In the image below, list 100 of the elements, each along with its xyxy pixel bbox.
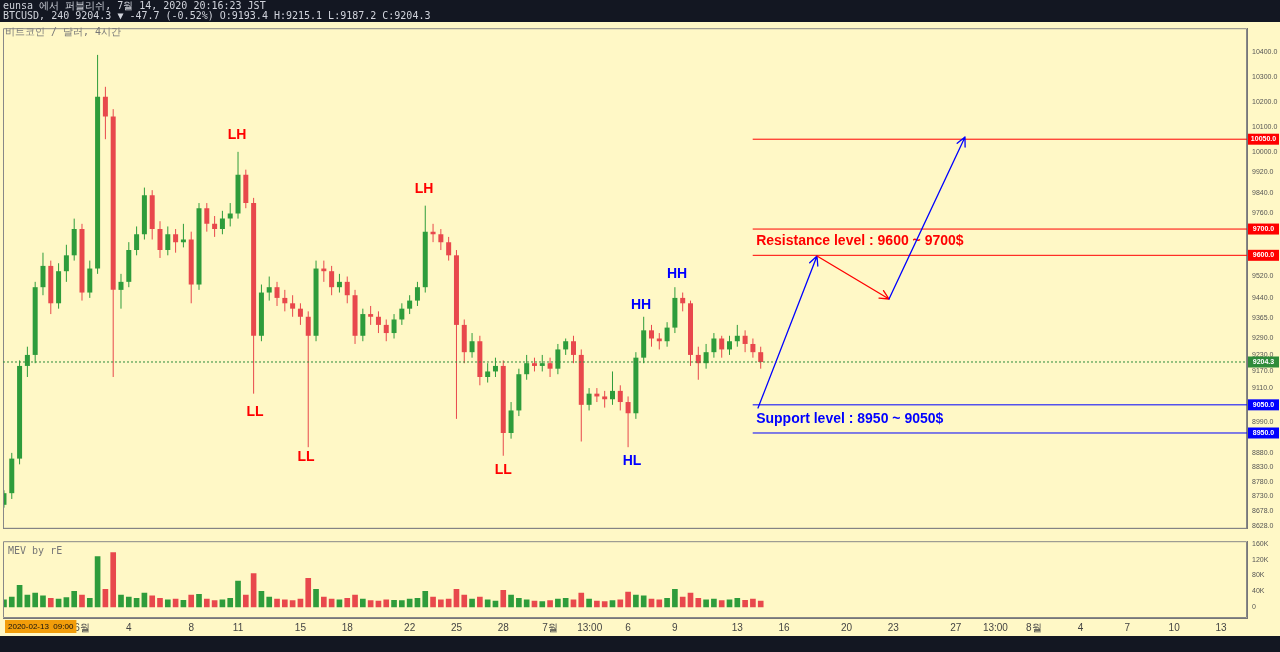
x-tick-label: 11 xyxy=(232,621,244,633)
bar xyxy=(360,598,366,608)
candlestick xyxy=(329,265,335,296)
candlestick xyxy=(87,260,93,299)
bar xyxy=(125,596,132,608)
bar xyxy=(79,594,85,608)
bar xyxy=(157,597,163,608)
candlestick xyxy=(282,289,288,312)
bar xyxy=(118,594,124,608)
bar xyxy=(430,596,436,608)
candlestick xyxy=(227,202,233,227)
x-tick-label: 9 xyxy=(672,621,679,633)
candlestick xyxy=(368,305,374,326)
bar xyxy=(547,600,553,608)
candlestick xyxy=(204,202,210,233)
bar xyxy=(664,597,670,608)
candlestick xyxy=(524,354,530,381)
candlestick xyxy=(711,332,717,359)
bar xyxy=(40,595,46,608)
bar xyxy=(383,599,390,608)
candlestick xyxy=(266,276,272,302)
candlestick xyxy=(680,292,686,312)
candlestick xyxy=(134,225,140,256)
candlestick xyxy=(219,210,225,235)
bar xyxy=(679,596,686,608)
candlestick xyxy=(609,370,615,406)
bar xyxy=(367,600,374,608)
bar xyxy=(344,597,351,608)
bar xyxy=(718,600,725,608)
bar xyxy=(601,601,608,608)
x-tick-label: 13:00 xyxy=(577,621,603,633)
candlestick xyxy=(165,225,171,256)
bar xyxy=(149,595,156,608)
candlestick xyxy=(570,335,576,364)
candlestick xyxy=(336,273,342,294)
bar xyxy=(266,596,273,608)
x-tick-label: 10 xyxy=(1168,621,1181,633)
bar xyxy=(586,598,592,608)
candlestick xyxy=(742,329,748,353)
annotation: LH xyxy=(414,179,434,196)
bar xyxy=(422,590,429,608)
bar xyxy=(555,598,561,608)
bar xyxy=(8,596,15,608)
bar xyxy=(188,594,195,608)
bar xyxy=(711,598,717,608)
x-tick-label: 22 xyxy=(404,621,416,633)
chart-title: MEV by rE xyxy=(8,544,63,556)
candlestick xyxy=(40,252,46,296)
candlestick xyxy=(446,236,452,262)
x-tick-label: 8월 xyxy=(1025,621,1042,633)
bar xyxy=(640,595,647,608)
bar xyxy=(757,600,764,608)
annotation: LL xyxy=(494,460,513,477)
bar xyxy=(227,597,234,608)
bar xyxy=(235,580,241,608)
candlestick xyxy=(375,310,381,334)
candlestick xyxy=(727,335,733,356)
candlestick xyxy=(102,86,108,140)
bar xyxy=(656,599,663,608)
bar xyxy=(703,599,709,608)
x-tick-label: 13 xyxy=(1215,621,1227,633)
x-tick-label: 18 xyxy=(341,621,354,633)
candlestick xyxy=(344,276,350,304)
annotation: HH xyxy=(630,295,652,312)
candlestick xyxy=(547,357,553,378)
bar xyxy=(305,577,312,608)
bar xyxy=(242,594,249,608)
bar xyxy=(274,598,280,608)
chart-subtitle: BTCUSD, 240 9204.3 ▼ -47.7 (-0.52%) O:9193.4 H:9215.1 L:9187.2 C:9204.3 xyxy=(3,10,432,21)
bar xyxy=(523,599,530,608)
bar xyxy=(110,552,117,608)
candlestick xyxy=(586,387,592,411)
candlestick xyxy=(485,362,491,384)
bar xyxy=(282,599,288,608)
bar xyxy=(86,597,93,608)
candlestick xyxy=(555,343,561,375)
candlestick xyxy=(290,294,296,318)
bar xyxy=(609,600,616,608)
bar xyxy=(196,594,202,608)
bar xyxy=(539,601,546,608)
bar xyxy=(578,592,585,608)
bar xyxy=(633,594,639,608)
candlestick xyxy=(719,335,725,359)
bar xyxy=(672,588,678,608)
bar xyxy=(289,600,296,608)
annotation: HH xyxy=(666,264,688,281)
bar xyxy=(47,597,54,608)
annotation: LL xyxy=(246,402,264,419)
annotation: LL xyxy=(297,447,315,464)
x-tick-label: 23 xyxy=(887,621,900,633)
candlestick xyxy=(305,310,311,448)
x-tick-label: 6 xyxy=(625,621,632,633)
bar xyxy=(625,591,631,608)
x-tick-label: 7 xyxy=(1124,621,1131,633)
candlestick xyxy=(625,395,631,448)
annotation: Support level : 8950 ~ 9050$ xyxy=(756,409,944,426)
candlestick xyxy=(758,346,764,370)
bar xyxy=(438,599,444,608)
candlestick xyxy=(24,346,30,378)
candlestick xyxy=(391,313,397,339)
